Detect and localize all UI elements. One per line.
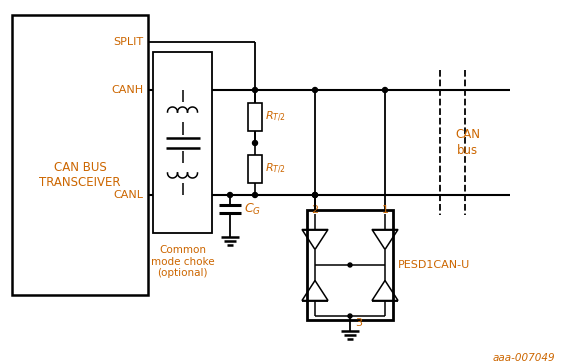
Circle shape bbox=[348, 314, 352, 318]
Text: 1: 1 bbox=[382, 205, 389, 215]
Circle shape bbox=[382, 87, 387, 92]
Bar bbox=[12, 15, 148, 295]
Text: CANH: CANH bbox=[111, 85, 143, 95]
Text: aaa-007049: aaa-007049 bbox=[492, 353, 555, 363]
Bar bbox=[248, 103, 262, 131]
Circle shape bbox=[313, 193, 317, 198]
Text: Common
mode choke
(optional): Common mode choke (optional) bbox=[151, 245, 215, 278]
Text: CAN
bus: CAN bus bbox=[455, 128, 480, 157]
Text: SPLIT: SPLIT bbox=[113, 37, 143, 47]
Text: CAN BUS
TRANSCEIVER: CAN BUS TRANSCEIVER bbox=[39, 161, 121, 189]
Circle shape bbox=[252, 193, 258, 198]
Text: CANL: CANL bbox=[113, 190, 143, 200]
Text: $C_G$: $C_G$ bbox=[244, 201, 261, 217]
Circle shape bbox=[227, 193, 233, 198]
Circle shape bbox=[313, 87, 317, 92]
Circle shape bbox=[313, 193, 317, 198]
Text: $R_{T/2}$: $R_{T/2}$ bbox=[265, 110, 286, 123]
Text: PESD1CAN-U: PESD1CAN-U bbox=[398, 260, 470, 270]
Circle shape bbox=[252, 87, 258, 92]
Bar bbox=[307, 210, 393, 320]
Bar bbox=[248, 155, 262, 183]
Bar bbox=[153, 52, 212, 233]
Text: 2: 2 bbox=[311, 205, 318, 215]
Text: 3: 3 bbox=[355, 318, 362, 328]
Circle shape bbox=[252, 141, 258, 146]
Circle shape bbox=[348, 263, 352, 267]
Text: $R_{T/2}$: $R_{T/2}$ bbox=[265, 162, 286, 176]
